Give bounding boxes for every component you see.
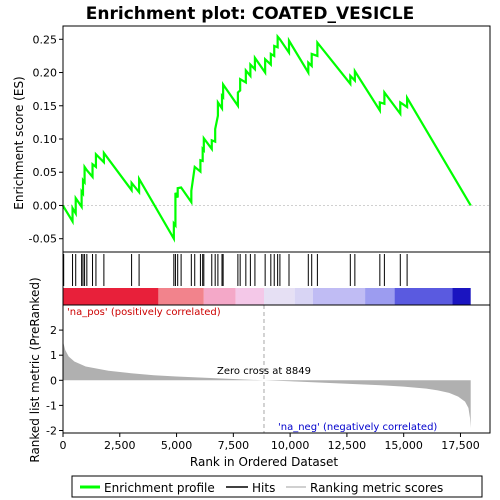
x-tick-label: 10,000 — [271, 439, 310, 452]
es-y-tick-label: 0.05 — [33, 166, 58, 179]
x-tick-label: 7,500 — [218, 439, 250, 452]
es-y-tick-label: 0.00 — [33, 199, 58, 212]
es-y-tick-label: -0.05 — [29, 233, 57, 246]
x-tick-label: 0 — [60, 439, 67, 452]
y-axis-label-metric: Ranked list metric (PreRanked) — [28, 277, 42, 462]
es-y-tick-label: 0.20 — [33, 67, 58, 80]
colorbar-segment — [294, 288, 313, 305]
x-tick-label: 5,000 — [161, 439, 193, 452]
colorbar-segment — [394, 288, 453, 305]
metric-y-tick-label: 1 — [50, 349, 57, 362]
ranking-metric-area — [63, 341, 471, 428]
colorbar-segment — [235, 288, 264, 305]
x-tick-label: 15,000 — [384, 439, 423, 452]
metric-y-tick-label: -2 — [46, 424, 57, 437]
colorbar-segment — [63, 288, 159, 305]
panel-frames — [62, 25, 491, 434]
legend-box — [71, 475, 483, 498]
es-y-tick-label: 0.10 — [33, 133, 58, 146]
x-axis: 0 2,500 5,000 7,500 10,000 12,500 15,000 17,500 — [60, 433, 480, 452]
ranked-metric-panel: Zero cross at 8849 'na_pos' (positively c… — [46, 305, 471, 437]
metric-panel-frame — [62, 304, 491, 434]
legend: Enrichment profile Hits Ranking metric s… — [71, 475, 483, 498]
colorbar-segment — [203, 288, 236, 305]
es-y-tick-label: 0.15 — [33, 100, 58, 113]
neg-correlated-label: 'na_neg' (negatively correlated) — [278, 422, 437, 433]
colorbar-segment — [365, 288, 395, 305]
x-tick-label: 12,500 — [328, 439, 367, 452]
legend-label-metric: Ranking metric scores — [310, 481, 443, 495]
x-axis-label: Rank in Ordered Dataset — [190, 455, 338, 469]
metric-y-tick-label: 2 — [50, 324, 57, 337]
x-tick-label: 17,500 — [441, 439, 480, 452]
colorbar-segment — [452, 288, 471, 305]
enrichment-profile-line — [62, 33, 472, 243]
zero-cross-label: Zero cross at 8849 — [217, 366, 311, 377]
colorbar-segment — [158, 288, 204, 305]
y-axis-label-es: Enrichment score (ES) — [12, 76, 26, 209]
hits-panel — [63, 254, 471, 305]
legend-label-profile: Enrichment profile — [104, 481, 215, 495]
pos-correlated-label: 'na_pos' (positively correlated) — [67, 307, 221, 318]
chart-title: Enrichment plot: COATED_VESICLE — [86, 4, 414, 24]
x-tick-label: 2,500 — [104, 439, 136, 452]
colorbar-segment — [263, 288, 295, 305]
legend-label-hits: Hits — [252, 481, 275, 495]
es-y-tick-label: 0.25 — [33, 33, 58, 46]
colorbar-segment — [312, 288, 366, 305]
enrichment-score-panel: -0.05 0.00 0.05 0.10 0.15 0.20 0.25 — [29, 33, 490, 246]
metric-y-tick-label: -1 — [46, 399, 57, 412]
metric-y-tick-label: 0 — [50, 374, 57, 387]
es-panel-frame — [62, 25, 491, 253]
